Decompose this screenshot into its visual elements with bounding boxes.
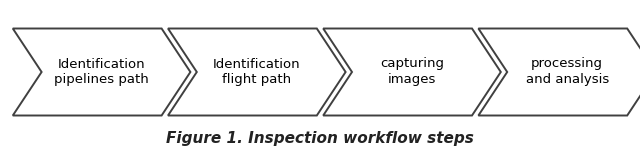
Text: capturing
images: capturing images — [380, 57, 444, 87]
Polygon shape — [168, 28, 346, 116]
Text: Identification
pipelines path: Identification pipelines path — [54, 57, 149, 87]
Text: processing
and analysis: processing and analysis — [525, 57, 609, 87]
Text: Identification
flight path: Identification flight path — [213, 57, 301, 87]
Polygon shape — [13, 28, 191, 116]
Polygon shape — [479, 28, 640, 116]
Polygon shape — [323, 28, 501, 116]
Text: Figure 1. Inspection workflow steps: Figure 1. Inspection workflow steps — [166, 130, 474, 146]
